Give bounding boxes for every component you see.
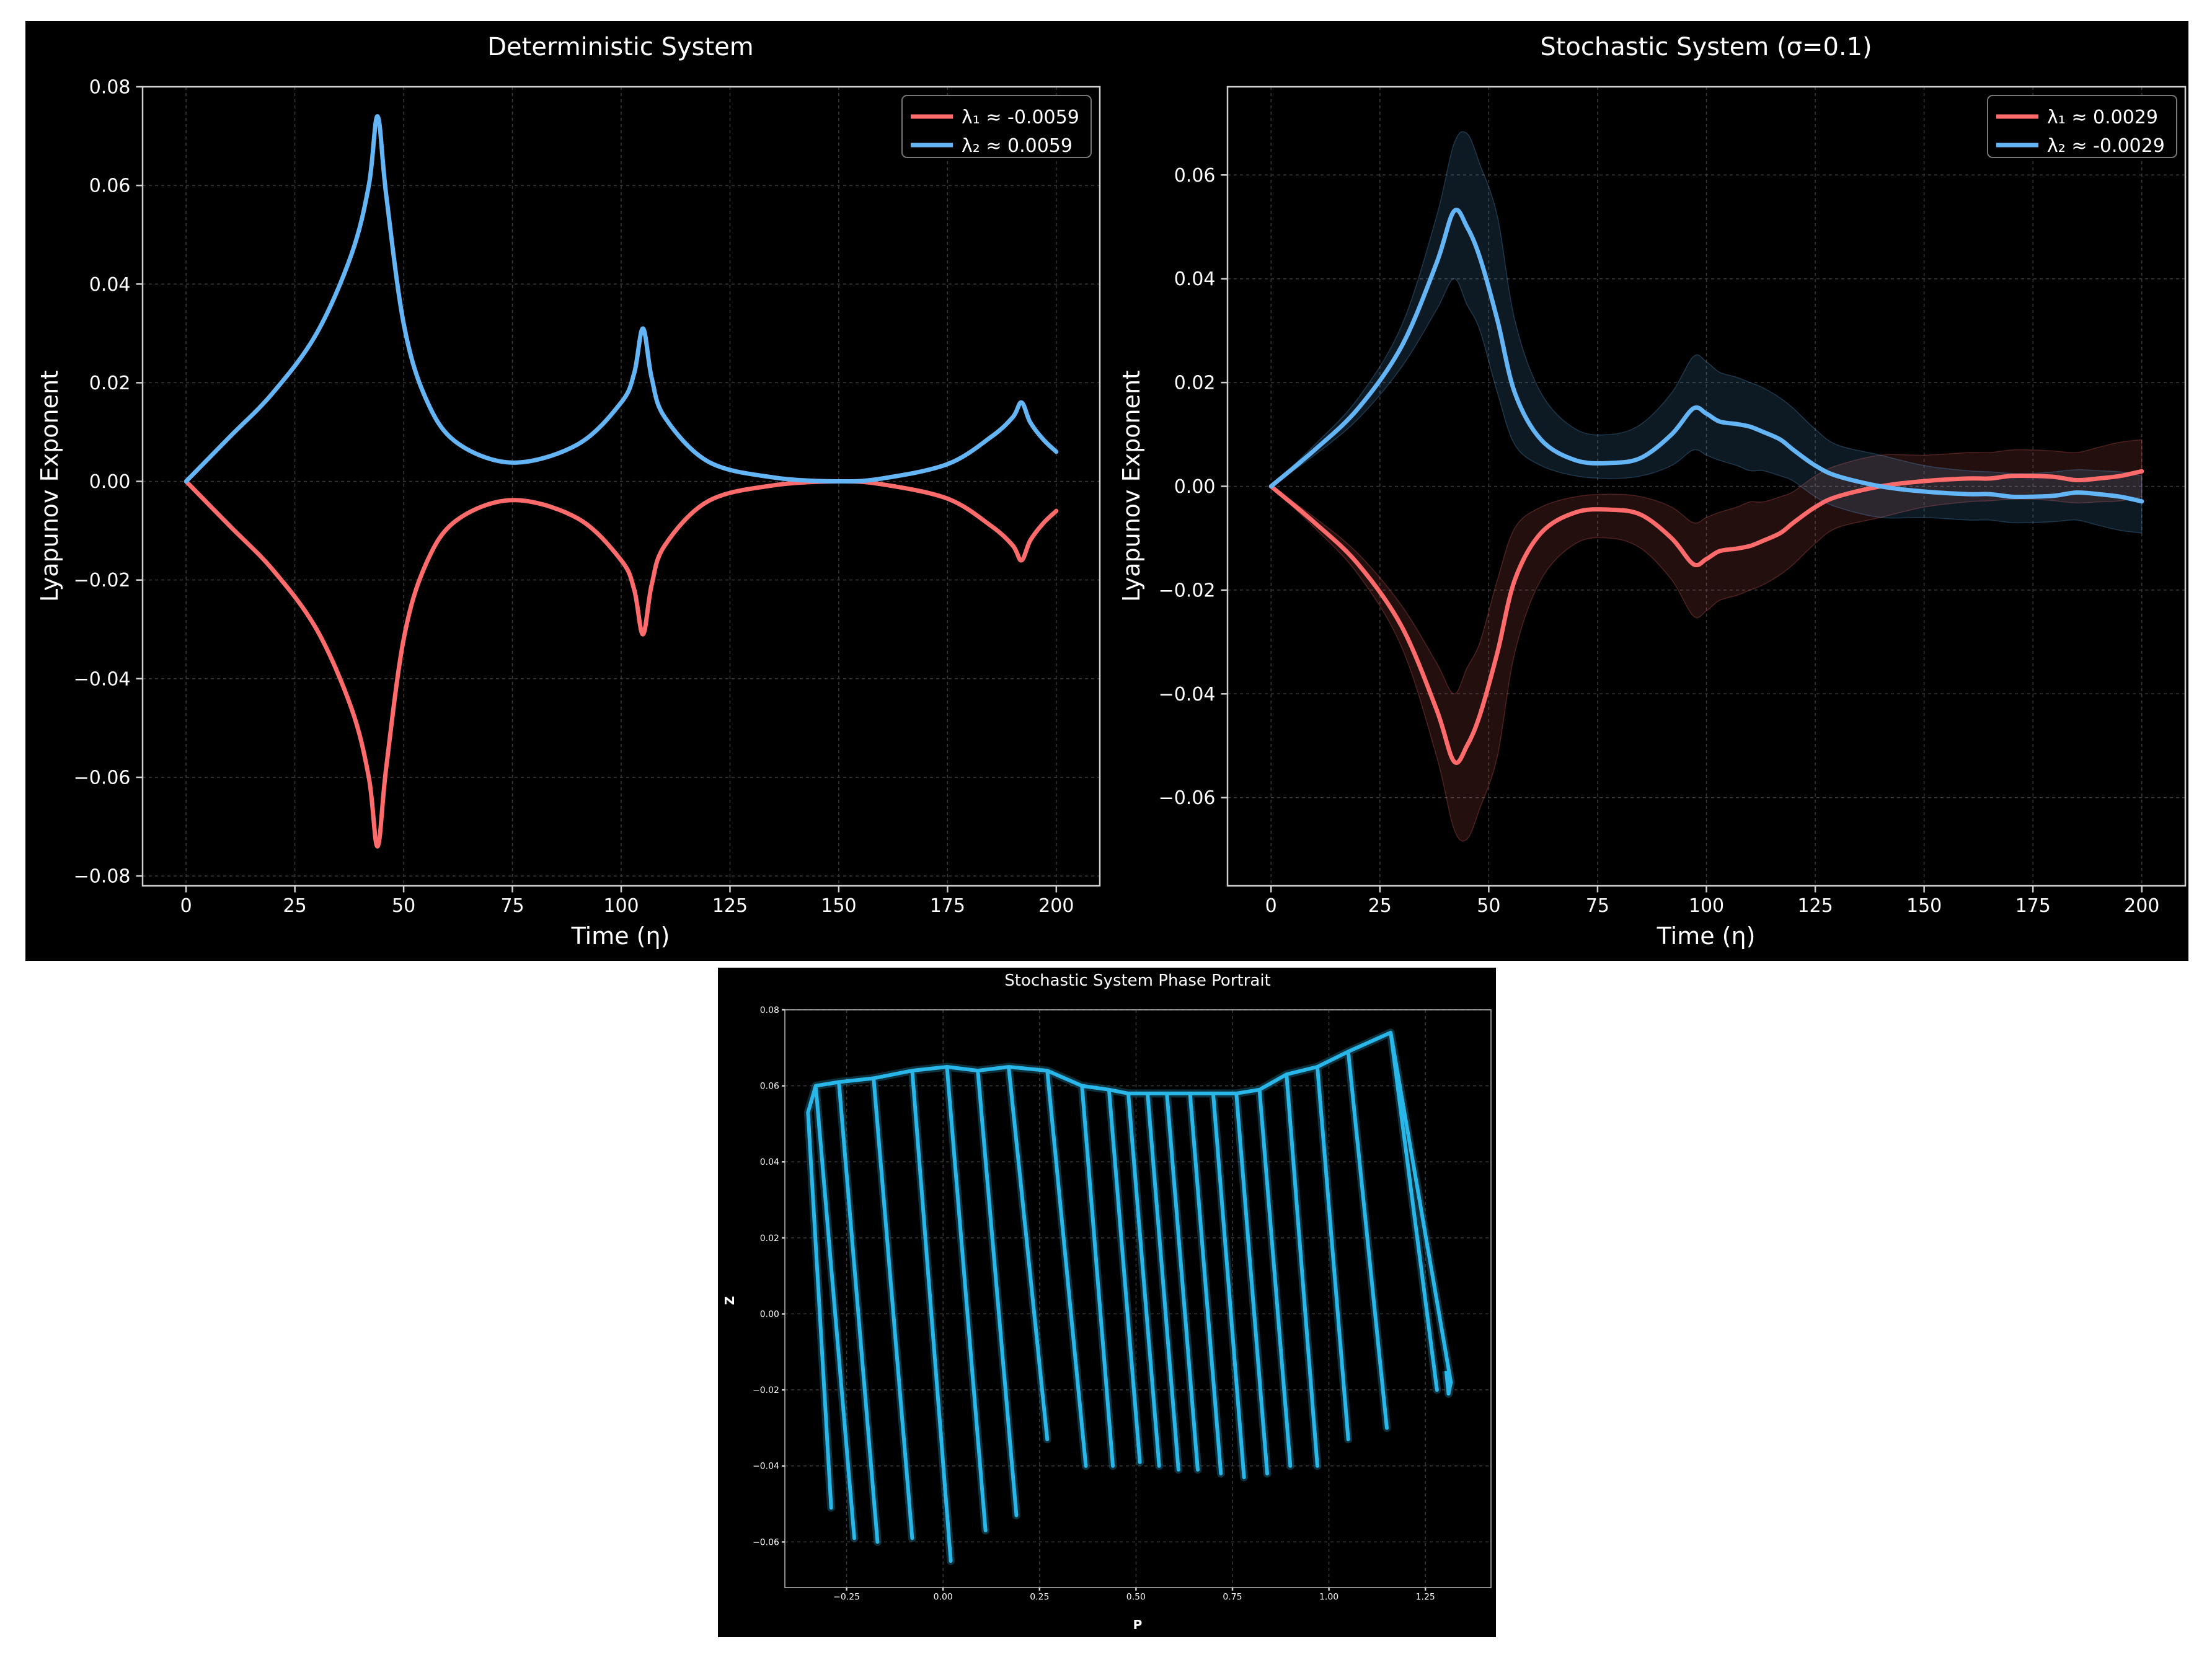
x-axis-label: P [1133, 1617, 1143, 1632]
y-tick-label: −0.02 [753, 1385, 779, 1395]
confidence-band [1270, 131, 2143, 534]
x-tick-label: 200 [1038, 895, 1074, 917]
x-tick-label: 100 [1689, 895, 1724, 917]
trajectory-line [806, 1030, 1453, 1563]
legend-label: λ₁ ≈ -0.0059 [962, 107, 1079, 128]
deterministic-lyapunov-chart: Deterministic System Time (η) Lyapunov E… [36, 33, 1101, 950]
y-tick-label: 0.04 [89, 274, 131, 296]
y-tick-label: 0.06 [1174, 165, 1216, 187]
chart-title: Stochastic System (σ=0.1) [1540, 33, 1872, 61]
x-axis-label: Time (η) [571, 922, 670, 950]
x-tick-label: 100 [603, 895, 639, 917]
y-tick-label: −0.04 [1159, 684, 1216, 705]
x-tick-label: 50 [1477, 895, 1500, 917]
x-tick-label: 125 [712, 895, 748, 917]
bottom-figure-panel: Stochastic System Phase Portrait P Z −0.… [718, 968, 1496, 1637]
plot-frame [1226, 86, 2187, 887]
x-tick-label: 175 [2015, 895, 2051, 917]
y-tick-label: −0.04 [74, 668, 131, 690]
y-tick-label: 0.00 [760, 1309, 779, 1319]
stochastic-lyapunov-chart: Stochastic System (σ=0.1) Time (η) Lyapu… [1118, 33, 2187, 950]
x-tick-label: 0.25 [1030, 1593, 1049, 1602]
legend-box [1987, 95, 2177, 158]
plot-frame [141, 86, 1101, 887]
x-tick-label: 1.00 [1319, 1593, 1338, 1602]
x-tick-label: 0 [1265, 895, 1277, 917]
series-line [184, 114, 1059, 484]
legend-box [901, 95, 1092, 158]
x-tick-label: 25 [283, 895, 307, 917]
x-tick-label: 150 [1906, 895, 1942, 917]
x-tick-label: 0.50 [1126, 1593, 1146, 1602]
y-tick-label: −0.06 [753, 1537, 779, 1547]
confidence-band [1270, 439, 2143, 842]
x-tick-label: −0.25 [833, 1593, 860, 1602]
legend-label: λ₂ ≈ -0.0029 [2047, 135, 2165, 157]
series-line [1268, 208, 2144, 504]
y-tick-label: −0.02 [1159, 580, 1216, 601]
y-tick-label: 0.06 [89, 175, 131, 197]
series-line [184, 479, 1059, 849]
series-line [1268, 469, 2144, 765]
y-tick-label: 0.08 [760, 1005, 779, 1015]
y-axis-label: Lyapunov Exponent [1118, 370, 1145, 602]
y-tick-label: −0.06 [74, 767, 131, 789]
x-tick-label: 0.75 [1223, 1593, 1242, 1602]
phase-portrait-chart: Stochastic System Phase Portrait P Z −0.… [722, 971, 1492, 1632]
x-tick-label: 0 [180, 895, 192, 917]
x-tick-label: 200 [2124, 895, 2159, 917]
y-tick-label: −0.06 [1159, 787, 1216, 809]
y-tick-label: 0.02 [760, 1234, 779, 1244]
y-tick-label: −0.04 [753, 1462, 779, 1472]
y-axis-label: Lyapunov Exponent [36, 370, 63, 602]
y-tick-label: 0.02 [1174, 373, 1216, 394]
y-tick-label: 0.04 [1174, 268, 1216, 290]
x-tick-label: 125 [1797, 895, 1833, 917]
chart-title: Stochastic System Phase Portrait [1004, 971, 1271, 990]
y-tick-label: 0.06 [760, 1082, 779, 1092]
y-tick-label: −0.02 [74, 570, 131, 591]
y-tick-label: −0.08 [74, 866, 131, 888]
y-tick-label: 0.08 [89, 77, 131, 99]
plot-frame [784, 1009, 1492, 1588]
y-tick-label: 0.00 [89, 471, 131, 493]
legend-label: λ₁ ≈ 0.0029 [2047, 107, 2158, 128]
x-tick-label: 150 [821, 895, 856, 917]
x-tick-label: 0.00 [934, 1593, 953, 1602]
x-tick-label: 75 [1586, 895, 1609, 917]
x-tick-label: 1.25 [1416, 1593, 1435, 1602]
y-tick-label: 0.04 [760, 1157, 779, 1167]
x-tick-label: 175 [930, 895, 965, 917]
x-axis-label: Time (η) [1657, 922, 1756, 950]
legend-label: λ₂ ≈ 0.0059 [962, 135, 1073, 157]
y-axis-label: Z [722, 1296, 737, 1306]
x-tick-label: 75 [500, 895, 524, 917]
y-tick-label: 0.02 [89, 373, 131, 394]
y-tick-label: 0.00 [1174, 476, 1216, 498]
x-tick-label: 25 [1368, 895, 1392, 917]
chart-title: Deterministic System [487, 33, 754, 61]
x-tick-label: 50 [392, 895, 415, 917]
top-figure-panel: Deterministic System Time (η) Lyapunov E… [25, 21, 2188, 961]
